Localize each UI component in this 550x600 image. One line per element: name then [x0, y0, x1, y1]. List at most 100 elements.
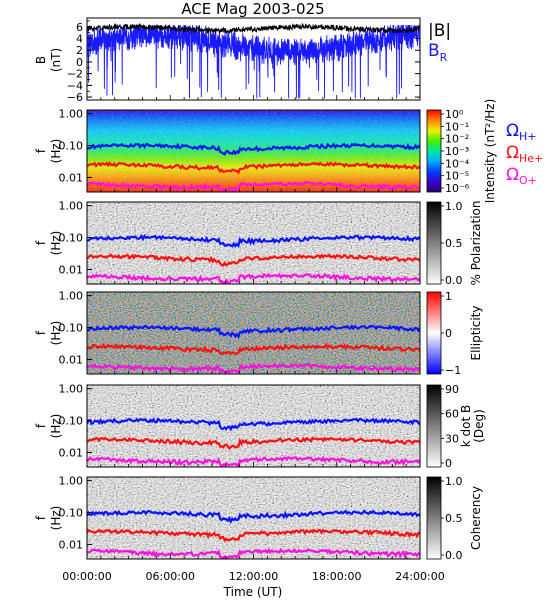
y-tick-label: 0 — [76, 56, 83, 69]
y-axis-label-units: (nT) — [49, 48, 63, 72]
y-axis-label-units: (Hz) — [49, 321, 63, 346]
y-axis-label-units: (Hz) — [49, 414, 63, 439]
legend-omega-he: ΩHe+ — [506, 143, 543, 165]
y-tick-label: 1.00 — [59, 290, 84, 303]
gyro-line-Hplus — [87, 233, 420, 248]
colorbar-label: (Deg) — [472, 409, 486, 443]
y-tick-label: 0.10 — [59, 140, 84, 153]
gyro-line-Hplus — [87, 323, 420, 340]
spectrogram-image — [87, 110, 420, 192]
y-tick-label: 0.10 — [59, 415, 84, 428]
colorbar-tick-label: 0.0 — [445, 274, 463, 287]
legend-omega-o: ΩO+ — [506, 165, 537, 187]
x-tick-label: 06:00:00 — [146, 570, 195, 583]
colorbar — [426, 476, 442, 560]
y-axis-label: f — [34, 148, 48, 153]
y-tick-label: 6 — [76, 21, 83, 34]
y-axis-label: f — [34, 423, 48, 428]
series-b-total — [87, 22, 420, 35]
series-b-r — [87, 24, 420, 99]
y-tick-label: 1.00 — [59, 475, 84, 488]
colorbar-tick-label: 30 — [445, 432, 459, 445]
colorbar-tick-label: 0.5 — [445, 237, 463, 250]
y-axis-label: B — [34, 56, 48, 64]
y-tick-label: 0.10 — [59, 507, 84, 520]
y-tick-label: −4 — [67, 79, 83, 92]
y-axis-label: f — [34, 330, 48, 335]
gyro-line-Oplus — [87, 181, 420, 192]
gyro-line-Oplus — [87, 455, 420, 467]
y-tick-label: 0.01 — [59, 263, 84, 276]
y-tick-label: 0.01 — [59, 171, 84, 184]
y-tick-label: −2 — [67, 68, 83, 81]
gyro-line-Heplus — [87, 436, 420, 451]
gyro-line-Oplus — [87, 362, 420, 374]
colorbar-label: % Polarization — [469, 201, 483, 286]
colorbar-tick-label: 0.5 — [445, 512, 463, 525]
x-tick-label: 12:00:00 — [229, 570, 278, 583]
y-tick-label: 1.00 — [59, 200, 84, 213]
y-axis-label-units: (Hz) — [49, 139, 63, 164]
y-tick-label: 0.01 — [59, 446, 84, 459]
colorbar — [426, 201, 442, 285]
y-axis-label: f — [34, 240, 48, 245]
y-axis-label: f — [34, 515, 48, 520]
gyro-line-Heplus — [87, 342, 420, 356]
panel-ellipticity: f (Hz) 1.00 0.10 0.01 1 0 −1 Ellipticity — [34, 290, 483, 377]
gyro-line-Heplus — [87, 160, 420, 175]
legend-omega-h: ΩH+ — [506, 121, 537, 143]
y-tick-label: 4 — [76, 33, 83, 46]
colorbar — [426, 109, 442, 193]
colorbar-tick-label: 60 — [445, 408, 459, 421]
colorbar-tick-label: 10⁻⁶ — [445, 182, 470, 195]
figure-title: ACE Mag 2003-025 — [181, 0, 324, 18]
panel-wave-normal-angle: f (Hz) 1.00 0.10 0.01 90 60 30 0 k dot B (Deg) — [34, 383, 486, 470]
colorbar-tick-label: 10⁰ — [445, 108, 464, 121]
colorbar-label: Coherency — [469, 486, 483, 550]
legend-b-total: |B| — [428, 21, 451, 41]
colorbar-tick-label: 10⁻⁴ — [445, 157, 470, 170]
x-tick-label: 18:00:00 — [312, 570, 361, 583]
colorbar-tick-label: 10⁻⁵ — [445, 170, 469, 183]
y-tick-label: 0.01 — [59, 538, 84, 551]
panel-polarization: f (Hz) 1.00 0.10 0.01 1.0 0.5 0.0 % Polarization — [34, 200, 483, 287]
x-tick-label: 00:00:00 — [62, 570, 111, 583]
y-tick-label: 0.10 — [59, 232, 84, 245]
gyro-line-Hplus — [87, 509, 420, 524]
colorbar-tick-label: 1.0 — [445, 200, 463, 213]
y-axis-label-units: (Hz) — [49, 506, 63, 531]
colorbar-tick-label: 10⁻¹ — [445, 120, 469, 133]
y-axis-label-units: (Hz) — [49, 231, 63, 256]
colorbar-tick-label: 90 — [445, 383, 459, 396]
y-tick-label: 1.00 — [59, 383, 84, 396]
gyro-line-Hplus — [87, 142, 420, 156]
spectrogram-image — [87, 385, 420, 467]
gyro-line-Heplus — [87, 253, 420, 267]
colorbar-tick-label: 1.0 — [445, 475, 463, 488]
colorbar-label: Ellipticity — [469, 306, 483, 361]
colorbar-tick-label: 0 — [445, 327, 452, 340]
gyro-line-Hplus — [87, 417, 420, 432]
x-tick-label: 24:00:00 — [395, 570, 444, 583]
colorbar-label: Intensity (nT²/Hz) — [483, 99, 497, 204]
colorbar — [426, 384, 442, 468]
colorbar — [426, 291, 442, 375]
colorbar-tick-label: 0 — [445, 457, 452, 470]
colorbar-tick-label: −1 — [445, 364, 461, 377]
colorbar-label: k dot B — [459, 405, 473, 447]
gyro-line-Heplus — [87, 528, 420, 543]
y-tick-label: −6 — [67, 91, 83, 104]
colorbar-tick-label: 10⁻² — [445, 133, 469, 146]
spectrogram-image — [87, 292, 420, 374]
x-axis: 00:00:00 06:00:00 12:00:00 18:00:00 24:00:00 — [62, 95, 445, 583]
y-tick-label: 1.00 — [59, 108, 84, 121]
x-axis-label: Time (UT) — [223, 585, 283, 599]
legend-b-r: BR — [428, 41, 448, 64]
gyro-line-Oplus — [87, 547, 420, 559]
colorbar-tick-label: 1 — [445, 290, 452, 303]
panel-intensity-spectrogram: f (Hz) 1.00 0.10 0.01 10⁰10⁻¹10⁻²10⁻³10⁻⁴10⁻⁵… — [34, 99, 497, 204]
colorbar-tick-label: 0.0 — [445, 549, 463, 562]
gyro-line-Oplus — [87, 272, 420, 284]
